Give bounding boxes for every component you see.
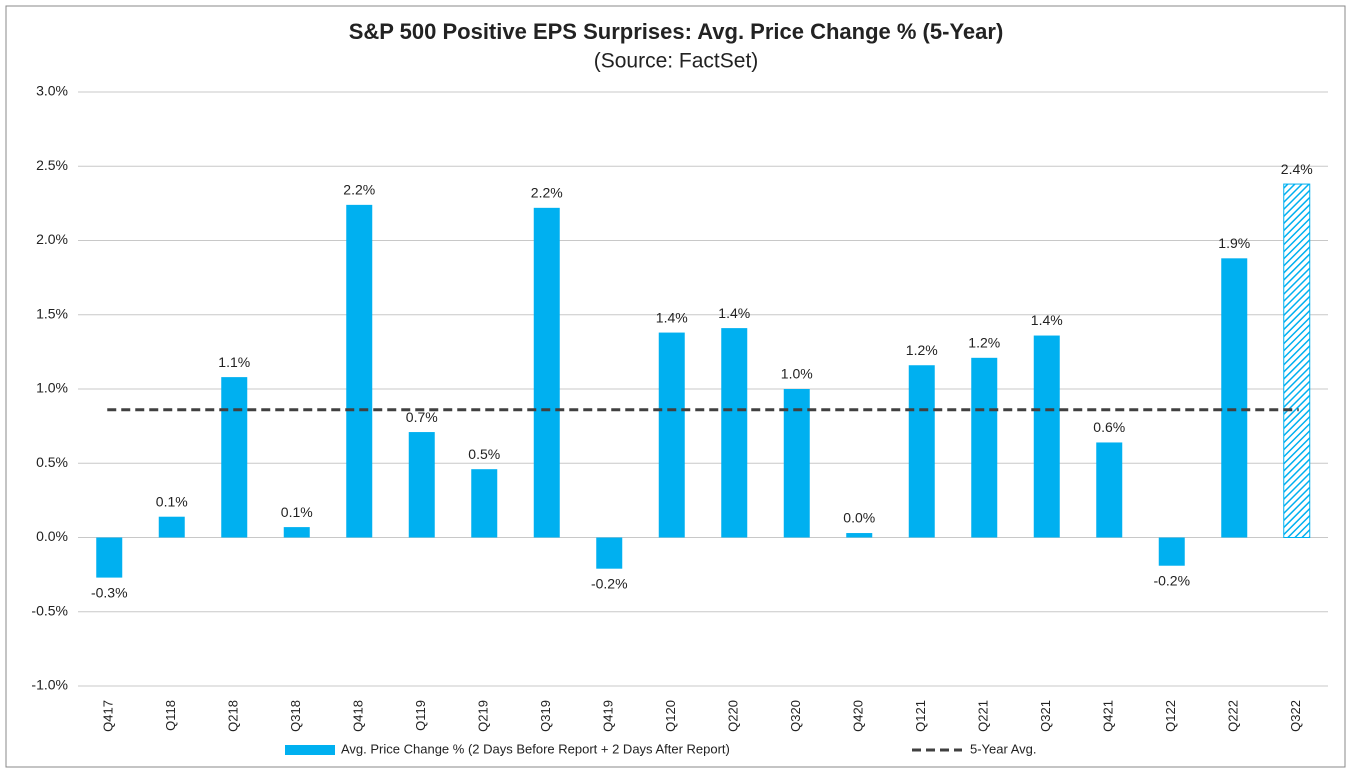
bar	[1096, 442, 1123, 538]
value-label: 1.0%	[781, 366, 813, 382]
bar	[283, 527, 310, 538]
chart-title: S&P 500 Positive EPS Surprises: Avg. Pri…	[349, 19, 1004, 44]
value-label: 0.7%	[406, 409, 438, 425]
bar	[908, 365, 935, 538]
bar	[221, 377, 248, 538]
legend-swatch	[285, 745, 335, 755]
y-tick-label: 0.0%	[36, 528, 68, 544]
value-label: 0.1%	[156, 493, 188, 509]
x-tick-label: Q219	[476, 700, 491, 732]
chart-border	[5, 5, 1346, 768]
y-tick-label: 2.5%	[36, 157, 68, 173]
chart-subtitle: (Source: FactSet)	[594, 50, 759, 73]
value-label: 0.0%	[843, 510, 875, 526]
value-label: 0.5%	[468, 446, 500, 462]
value-label: -0.2%	[591, 575, 628, 591]
x-tick-label: Q122	[1163, 700, 1178, 732]
bar	[1033, 335, 1060, 538]
x-tick-label: Q417	[101, 700, 116, 732]
x-tick-label: Q322	[1288, 700, 1303, 732]
x-tick-label: Q319	[538, 700, 553, 732]
value-label: 2.4%	[1281, 161, 1313, 177]
bar	[533, 207, 560, 538]
x-tick-label: Q119	[413, 700, 428, 731]
bar	[346, 204, 373, 538]
value-label: 1.9%	[1218, 235, 1250, 251]
bar	[971, 357, 998, 538]
x-tick-label: Q421	[1101, 700, 1116, 732]
value-label: 1.4%	[1031, 312, 1063, 328]
legend-label: Avg. Price Change % (2 Days Before Repor…	[341, 741, 730, 756]
value-label: -0.3%	[91, 584, 128, 600]
bar	[96, 537, 123, 578]
bar	[1158, 537, 1185, 566]
bar	[658, 332, 685, 538]
value-label: 1.2%	[968, 335, 1000, 351]
value-label: 0.1%	[281, 504, 313, 520]
value-label: 1.2%	[906, 342, 938, 358]
x-tick-label: Q420	[851, 700, 866, 732]
x-tick-label: Q220	[726, 700, 741, 732]
y-tick-label: -1.0%	[31, 677, 68, 693]
bar	[846, 533, 873, 538]
value-label: 1.4%	[718, 305, 750, 321]
bar	[1283, 183, 1311, 538]
bar	[1221, 258, 1248, 538]
value-label: -0.2%	[1153, 572, 1190, 588]
x-tick-label: Q321	[1038, 700, 1053, 732]
legend-label: 5-Year Avg.	[970, 741, 1037, 756]
value-label: 0.6%	[1093, 419, 1125, 435]
x-tick-label: Q118	[163, 700, 178, 731]
x-tick-label: Q218	[226, 700, 241, 732]
x-tick-label: Q318	[288, 700, 303, 732]
x-tick-label: Q222	[1226, 700, 1241, 732]
value-label: 2.2%	[531, 185, 563, 201]
bar	[158, 516, 185, 538]
x-tick-label: Q418	[351, 700, 366, 732]
bar	[471, 469, 498, 538]
y-tick-label: 2.0%	[36, 231, 68, 247]
y-tick-label: -0.5%	[31, 602, 68, 618]
y-tick-label: 3.0%	[36, 83, 68, 99]
x-tick-label: Q320	[788, 700, 803, 732]
bar	[783, 389, 810, 538]
bar	[596, 537, 623, 569]
value-label: 2.2%	[343, 182, 375, 198]
value-label: 1.4%	[656, 309, 688, 325]
x-tick-label: Q121	[913, 700, 928, 732]
x-tick-label: Q221	[976, 700, 991, 732]
y-tick-label: 1.0%	[36, 380, 68, 396]
value-label: 1.1%	[218, 354, 250, 370]
x-tick-label: Q419	[601, 700, 616, 732]
x-tick-label: Q120	[663, 700, 678, 732]
y-tick-label: 0.5%	[36, 454, 68, 470]
y-tick-label: 1.5%	[36, 305, 68, 321]
bar	[408, 432, 435, 538]
bar	[721, 328, 748, 538]
